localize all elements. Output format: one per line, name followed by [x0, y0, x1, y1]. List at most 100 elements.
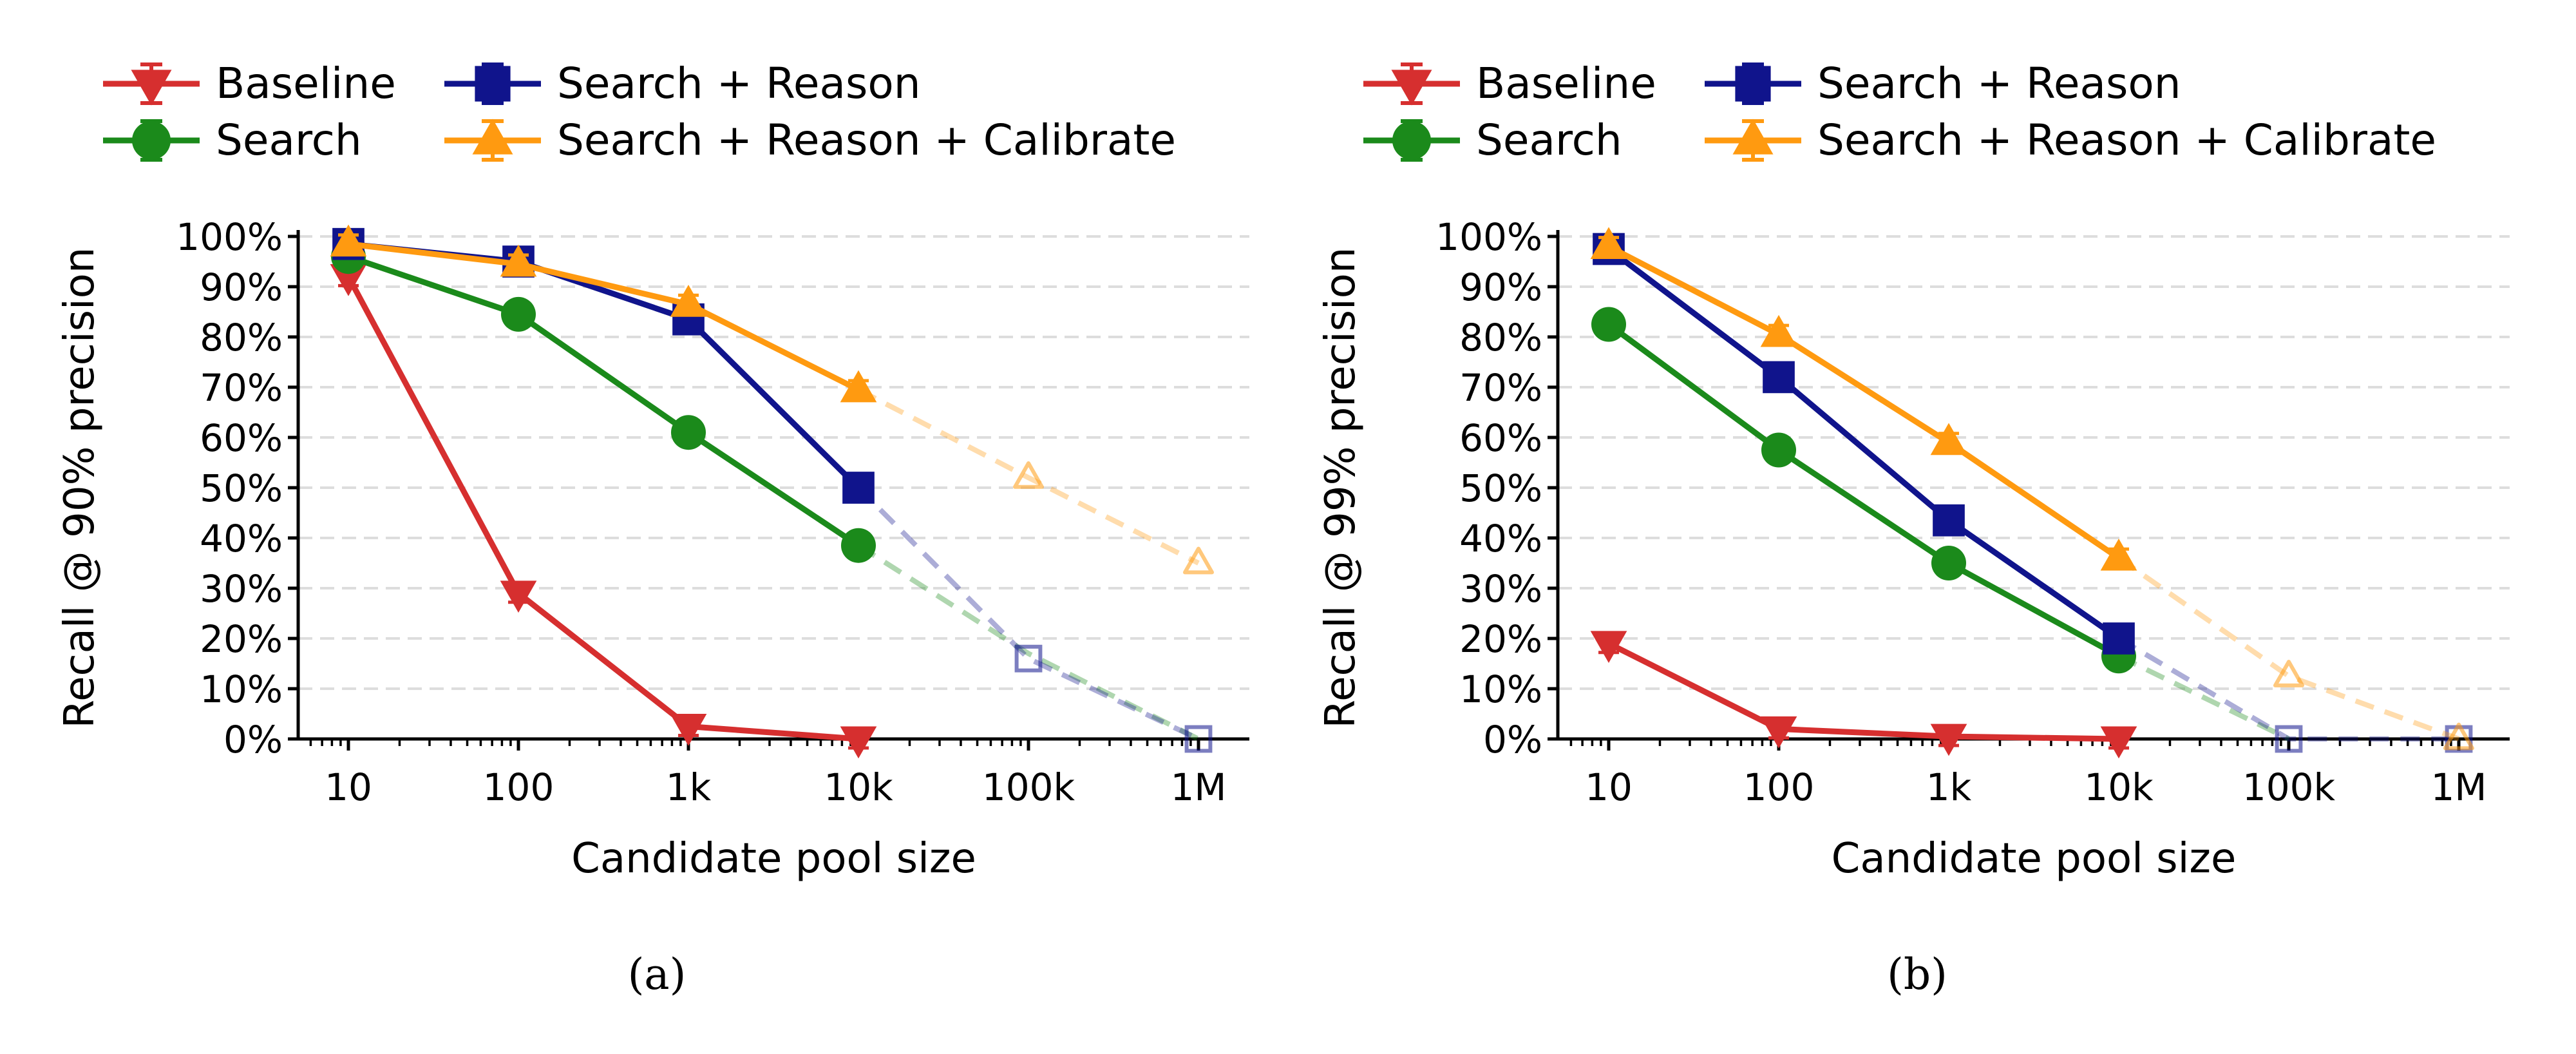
series-baseline-point [840, 726, 877, 759]
y-tick-labels: 0% 10% 20% 30% 40% 50% 60% 70% 80% 90% 100% [176, 215, 298, 762]
y-tick-label: 0% [223, 718, 283, 762]
series-search_reason-extrapolation [857, 486, 1200, 742]
legend-marker-circle [1392, 121, 1431, 160]
legend-item-baseline: Baseline [103, 59, 396, 108]
x-tick-label: 100 [483, 765, 554, 809]
legend: Baseline Search Search + Reason Search + Re… [1363, 59, 2436, 165]
y-axis-label: Recall @ 99% precision [1317, 247, 1365, 729]
legend-item-search_reason: Search + Reason [444, 59, 921, 108]
y-tick-label: 80% [200, 316, 283, 359]
y-tick-label: 50% [1459, 466, 1542, 510]
y-tick-label: 100% [176, 215, 283, 259]
series-calibrate-line [348, 241, 860, 392]
series-search_reason-point [1933, 504, 1965, 537]
legend-label: Search + Reason + Calibrate [1817, 115, 2436, 165]
y-tick-label: 80% [1459, 316, 1542, 359]
legend-marker-triangle-down [1391, 70, 1432, 106]
series-calibrate-point [1760, 314, 1797, 347]
series-calibrate-extrapolated-point [1013, 461, 1044, 489]
series-calibrate-point [2100, 538, 2137, 571]
y-tick-label: 20% [200, 617, 283, 661]
x-tick-label: 10k [824, 765, 893, 809]
series-search_reason-extrapolation [2117, 636, 2459, 742]
series-search_reason-point [2103, 622, 2135, 655]
x-tick-label: 100 [1743, 765, 1815, 809]
series-search-point [501, 296, 536, 332]
series-baseline-line [346, 275, 859, 742]
x-tick-label: 10 [1585, 765, 1633, 809]
series-search_reason-extrapolated-point [1014, 644, 1043, 673]
series-baseline-point [1590, 631, 1627, 664]
y-tick-label: 50% [200, 466, 283, 510]
y-tick-label: 100% [1435, 215, 1542, 259]
series-search_reason-point [842, 472, 875, 504]
legend-item-calibrate: Search + Reason + Calibrate [444, 115, 1176, 165]
series-search-extrapolation [857, 543, 1200, 742]
series-search-line [1607, 321, 2121, 659]
series-calibrate-extrapolation [857, 387, 1200, 566]
x-tick-label: 1k [1926, 765, 1972, 809]
legend-marker-triangle-down [131, 70, 172, 106]
x-tick-label: 100k [982, 765, 1075, 809]
series-calibrate-point [840, 370, 877, 403]
x-tick-labels: 10 100 1k 10k 100k 1M [309, 739, 1227, 809]
legend-item-calibrate: Search + Reason + Calibrate [1705, 115, 2436, 165]
y-tick-label: 40% [1459, 517, 1542, 561]
series-baseline-point [330, 264, 367, 296]
legend-marker-square [475, 66, 511, 102]
series-calibrate-point [330, 224, 367, 257]
x-tick-label: 1M [1171, 765, 1227, 809]
series-calibrate-line [1607, 244, 2121, 561]
y-tick-label: 60% [1459, 416, 1542, 460]
chart-panel-a: 0% 10% 20% 30% 40% 50% 60% 70% 80% 90% 100% 10 100 1k… [56, 59, 1249, 999]
x-axis-label: Candidate pool size [571, 835, 976, 883]
y-tick-label: 30% [200, 567, 283, 611]
y-tick-label: 60% [200, 416, 283, 460]
series-calibrate-point [670, 285, 707, 317]
series-baseline-point [1930, 723, 1967, 756]
series-search-point [841, 528, 876, 563]
series-baseline-point [670, 714, 707, 746]
y-tick-label: 90% [1459, 265, 1542, 309]
series-search-point [1761, 432, 1796, 468]
x-tick-label: 10 [325, 765, 372, 809]
series-search-point [1931, 546, 1966, 580]
legend-item-search_reason: Search + Reason [1705, 59, 2181, 108]
legend-label: Baseline [216, 59, 396, 108]
series-search_reason-extrapolated-point [2275, 725, 2303, 753]
series-search-point [671, 415, 706, 450]
panel-caption: (a) [628, 950, 687, 999]
series-calibrate-extrapolation [2117, 555, 2460, 742]
series-calibrate-point [1930, 423, 1967, 455]
y-gridlines [1558, 235, 2510, 690]
series-baseline-point [500, 580, 537, 613]
legend-marker-triangle-up [472, 119, 513, 155]
y-axis-label: Recall @ 90% precision [56, 247, 104, 729]
series-search-point [1591, 307, 1626, 342]
x-tick-label: 100k [2242, 765, 2336, 809]
x-tick-label: 1k [666, 765, 712, 809]
legend-marker-circle [132, 121, 171, 160]
y-tick-label: 30% [1459, 567, 1542, 611]
series-calibrate-point [500, 244, 537, 277]
series-search-line [347, 253, 860, 548]
series-calibrate-extrapolated-point [2443, 722, 2474, 751]
x-tick-label: 1M [2431, 765, 2487, 809]
series-search-extrapolation [2117, 653, 2290, 742]
y-tick-labels: 0% 10% 20% 30% 40% 50% 60% 70% 80% 90% 100% [1435, 215, 1558, 762]
legend-label: Search [1476, 115, 1622, 165]
series-calibrate-extrapolated-point [1183, 546, 1214, 575]
y-tick-label: 0% [1483, 718, 1542, 762]
series-baseline-point [1760, 716, 1797, 749]
x-axis-label: Candidate pool size [1832, 835, 2237, 883]
series-search_reason-extrapolated-point [1184, 725, 1213, 753]
y-gridlines [298, 235, 1249, 690]
y-tick-label: 10% [200, 667, 283, 711]
series-baseline-point [2100, 726, 2137, 759]
series-calibrate-extrapolated-point [2273, 660, 2304, 687]
legend-item-search: Search [103, 115, 362, 165]
series-search_reason-point [1763, 361, 1795, 394]
legend-label: Search [216, 115, 362, 165]
